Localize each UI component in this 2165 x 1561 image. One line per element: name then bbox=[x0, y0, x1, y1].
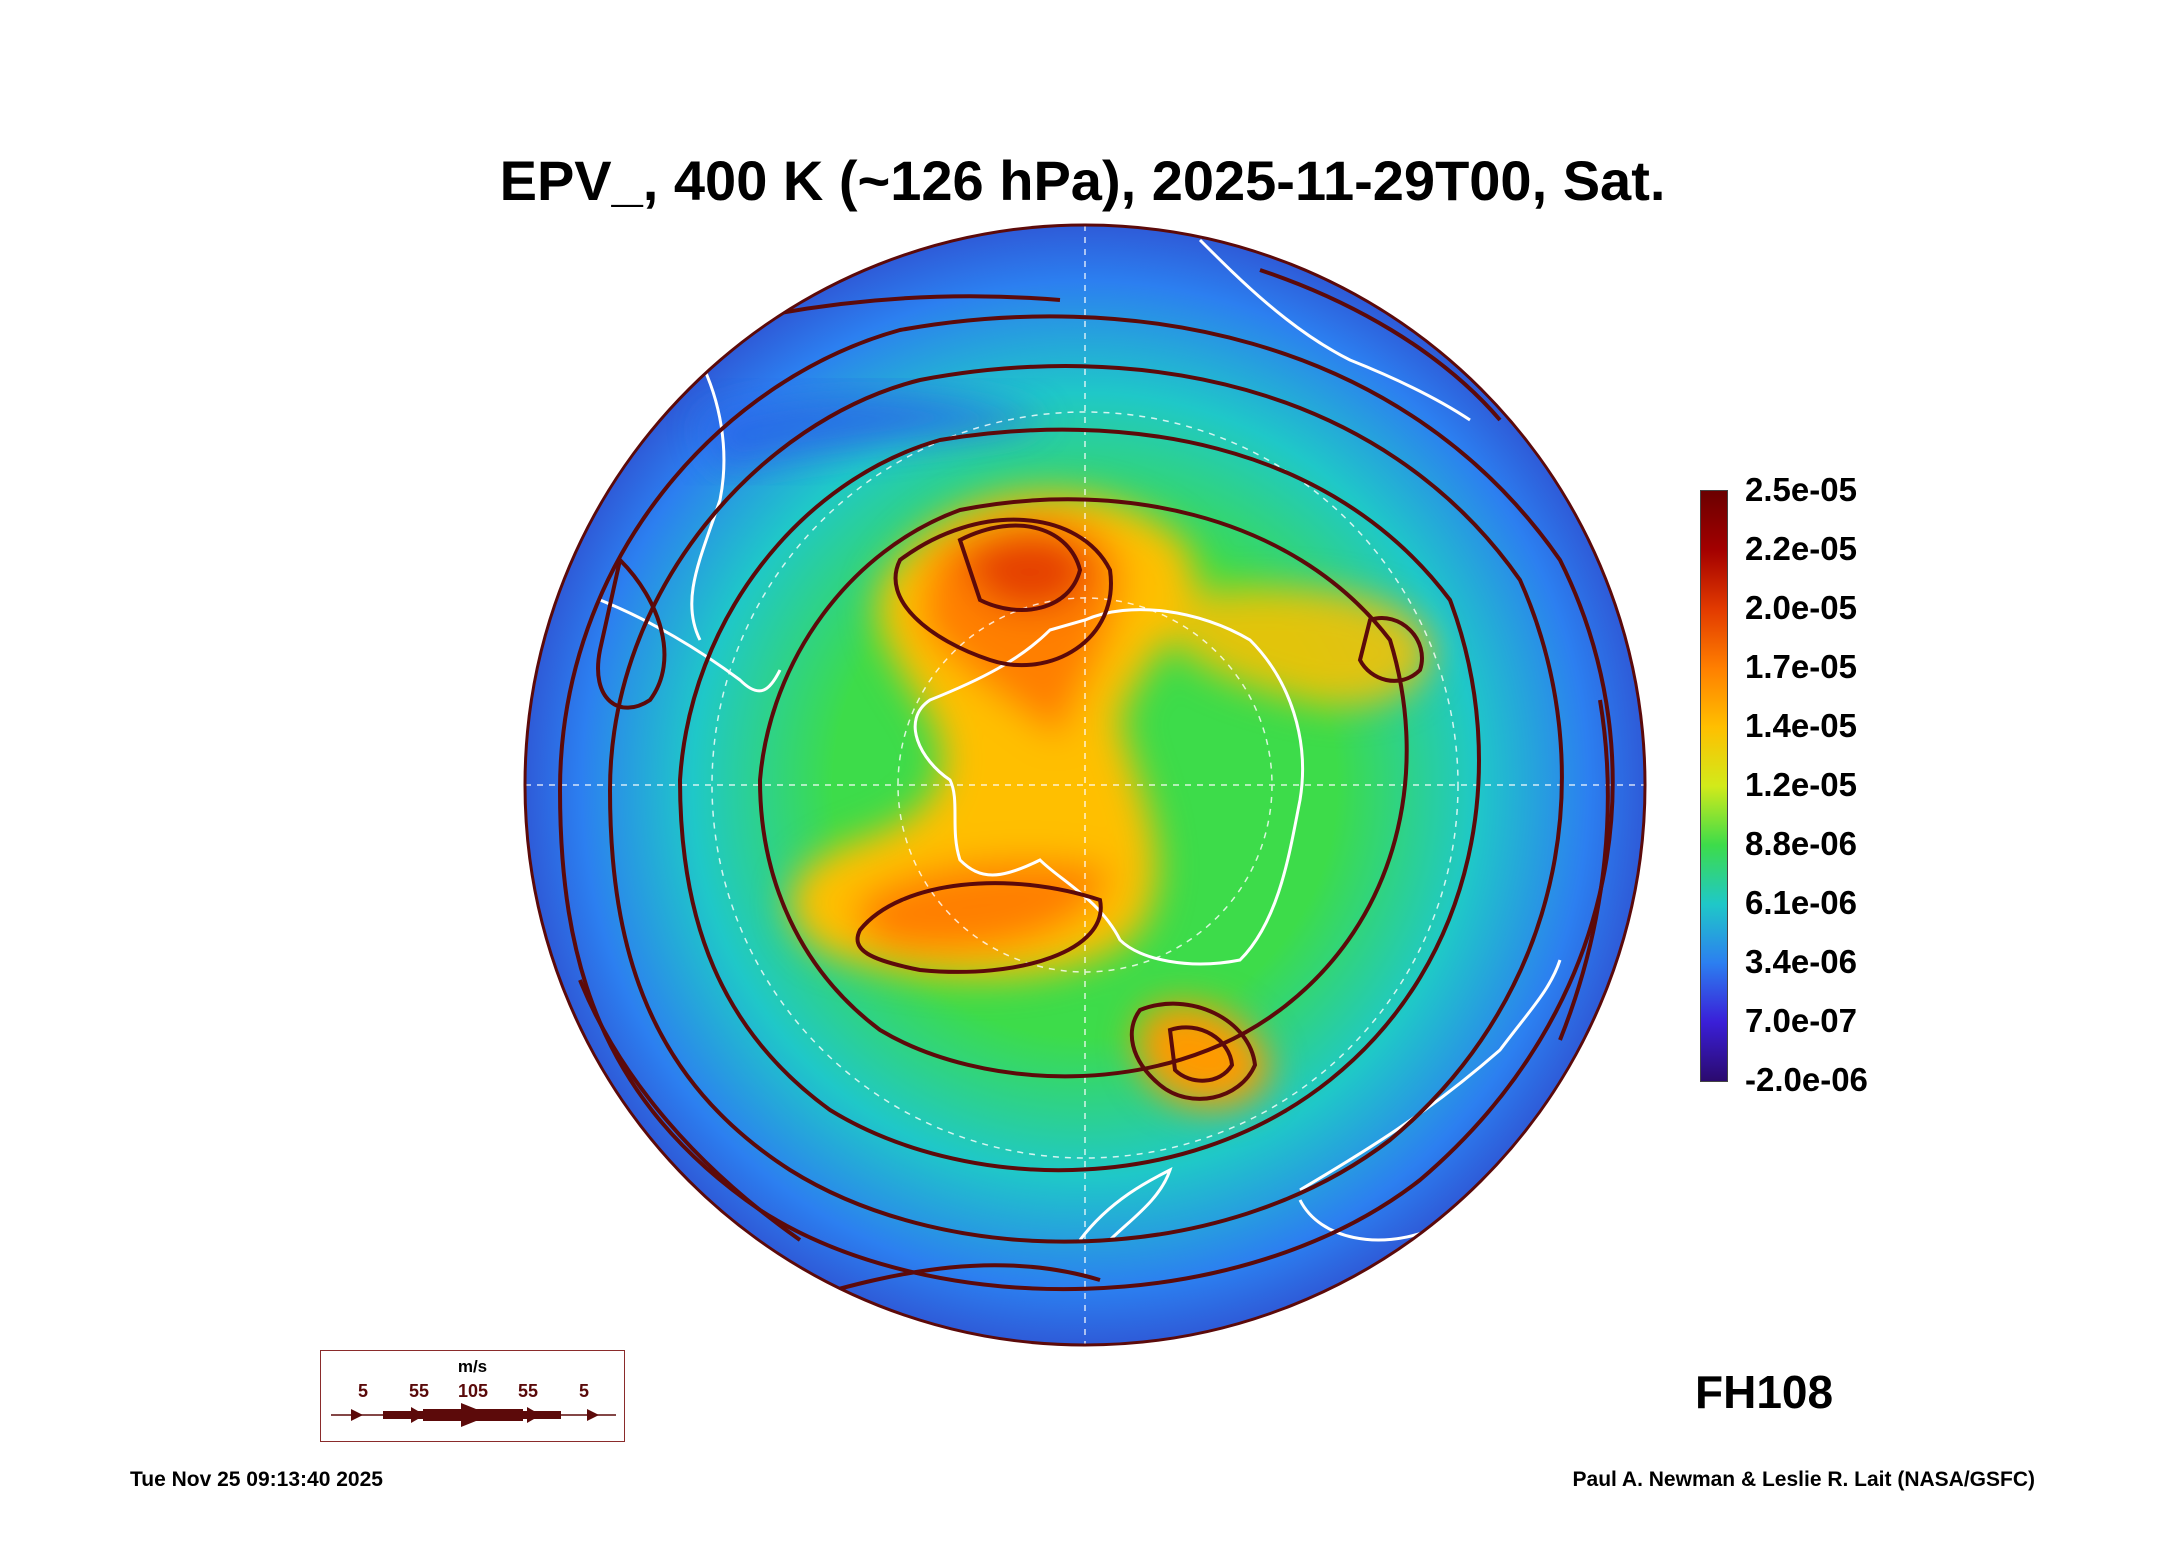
africa-coastline bbox=[1198, 238, 1471, 422]
wind-legend-tick: 5 bbox=[578, 1381, 590, 1401]
colorbar-label: 7.0e-07 bbox=[1745, 1002, 1857, 1039]
new-zealand-coastline bbox=[1078, 1167, 1173, 1242]
wind-legend-tick: 55 bbox=[517, 1381, 539, 1401]
colorbar-label: 2.0e-05 bbox=[1745, 589, 1857, 626]
colorbar-label: 1.2e-05 bbox=[1745, 766, 1857, 803]
colorbar-label: 6.1e-06 bbox=[1745, 884, 1857, 921]
colorbar-label: 1.4e-05 bbox=[1745, 707, 1857, 744]
colorbar-label: -2.0e-06 bbox=[1745, 1061, 1868, 1098]
south-america-coastline bbox=[599, 598, 782, 693]
footer-credit: Paul A. Newman & Leslie R. Lait (NASA/GS… bbox=[1572, 1468, 2035, 1491]
colorbar bbox=[1700, 490, 1728, 1082]
globe-outline bbox=[523, 223, 1647, 1347]
footer-timestamp: Tue Nov 25 09:13:40 2025 bbox=[130, 1468, 383, 1491]
map-title: EPV_, 400 K (~126 hPa), 2025-11-29T00, S… bbox=[499, 149, 1666, 212]
colorbar-label: 8.8e-06 bbox=[1745, 825, 1857, 862]
wind-legend-unit: m/s bbox=[457, 1357, 488, 1376]
colorbar-label: 2.5e-05 bbox=[1745, 471, 1857, 508]
forecast-hour: FH108 bbox=[1695, 1366, 1834, 1418]
wind-legend-tick: 105 bbox=[457, 1381, 489, 1401]
wind-legend-arrow bbox=[331, 1403, 616, 1427]
wind-legend-tick: 5 bbox=[357, 1381, 369, 1401]
antarctica-coastline bbox=[913, 608, 1304, 966]
australia-coastline bbox=[1299, 959, 1562, 1192]
streamlines bbox=[557, 268, 1615, 1302]
colorbar-label: 2.2e-05 bbox=[1745, 530, 1857, 567]
wind-legend-tick: 55 bbox=[408, 1381, 430, 1401]
colorbar-label: 3.4e-06 bbox=[1745, 943, 1857, 980]
epv-field bbox=[525, 225, 1645, 1345]
colorbar-label: 1.7e-05 bbox=[1745, 648, 1857, 685]
wind-speed-legend: m/s 5 55 105 55 5 bbox=[320, 1350, 625, 1442]
